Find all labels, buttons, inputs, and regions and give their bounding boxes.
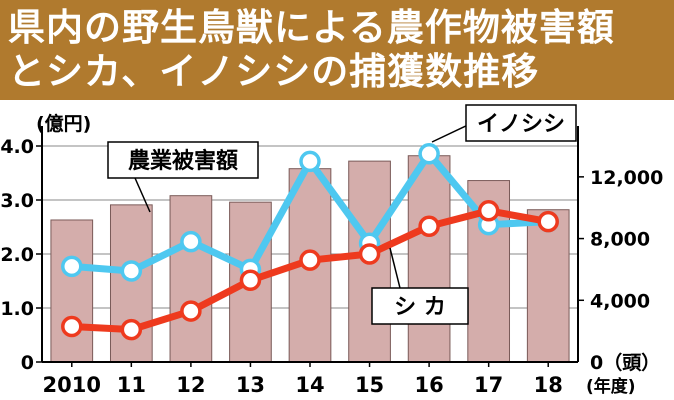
- right-tick-label: 4,000: [590, 290, 650, 312]
- right-tick-label: 12,000: [590, 167, 663, 189]
- x-tick-label: 16: [414, 373, 443, 397]
- shika-point-12: [180, 300, 202, 322]
- left-axis-unit: (億円): [36, 112, 91, 135]
- shika-point-2010: [61, 315, 83, 338]
- inoshishi-point-12: [180, 230, 202, 253]
- x-tick-label: 17: [474, 373, 503, 397]
- legend-higai-label: 農業被害額: [128, 148, 238, 174]
- shika-point-17: [477, 200, 500, 222]
- bar-higai-12: [169, 195, 213, 363]
- legend-inoshishi-label: イノシシ: [477, 112, 565, 137]
- x-tick-label: 12: [176, 373, 205, 397]
- left-tick-label: 3.0: [0, 190, 34, 212]
- legend-inoshishi-box: [465, 104, 577, 142]
- title-banner: 県内の野生鳥獣による農作物被害額 とシカ、イノシシの捕獲数推移: [0, 0, 674, 100]
- shika-point-16: [418, 215, 440, 237]
- left-tick-label: 1.0: [0, 298, 34, 320]
- x-tick-label: 13: [236, 373, 265, 397]
- bar-higai-16: [407, 155, 451, 363]
- x-tick-label: 11: [117, 373, 146, 397]
- shika-point-18: [537, 210, 559, 233]
- chart-title-line2: とシカ、イノシシの捕獲数推移: [8, 50, 540, 93]
- legend-inoshishi-leader: [431, 123, 471, 143]
- left-tick-label: 0: [21, 352, 34, 374]
- shika-point-13: [239, 269, 262, 291]
- left-tick-label: 2.0: [0, 244, 34, 266]
- inoshishi-point-14: [299, 150, 321, 173]
- bar-higai-2010: [50, 219, 94, 363]
- x-axis-unit: (年度): [586, 376, 636, 397]
- chart-title-line1: 県内の野生鳥獣による農作物被害額: [8, 6, 615, 49]
- right-axis-unit: 0（頭）: [590, 351, 660, 374]
- legend-higai-leader: [134, 177, 151, 213]
- bar-higai-18: [526, 209, 570, 363]
- legend-higai-box: [107, 141, 259, 179]
- x-tick-label: 18: [534, 373, 563, 397]
- right-tick-label: 8,000: [590, 229, 650, 251]
- inoshishi-point-2010: [61, 255, 83, 278]
- shika-point-15: [358, 243, 381, 265]
- inoshishi-point-11: [120, 260, 143, 282]
- legend-shika-label: シ カ: [394, 295, 446, 320]
- legend-shika-leader: [389, 247, 401, 289]
- shika-point-14: [299, 249, 321, 271]
- inoshishi-point-16: [418, 142, 440, 165]
- chart: 0 1.0 2.0 3.0 4.0 4,000 8,000 12,000 0（頭） (億円) 201…: [0, 104, 663, 397]
- left-tick-label: 4.0: [0, 136, 34, 158]
- x-tick-label: 2010: [43, 373, 101, 397]
- x-tick-label: 14: [295, 373, 324, 397]
- legend-shika-box: [371, 287, 469, 325]
- shika-point-11: [120, 318, 143, 341]
- x-tick-label: 15: [355, 373, 384, 397]
